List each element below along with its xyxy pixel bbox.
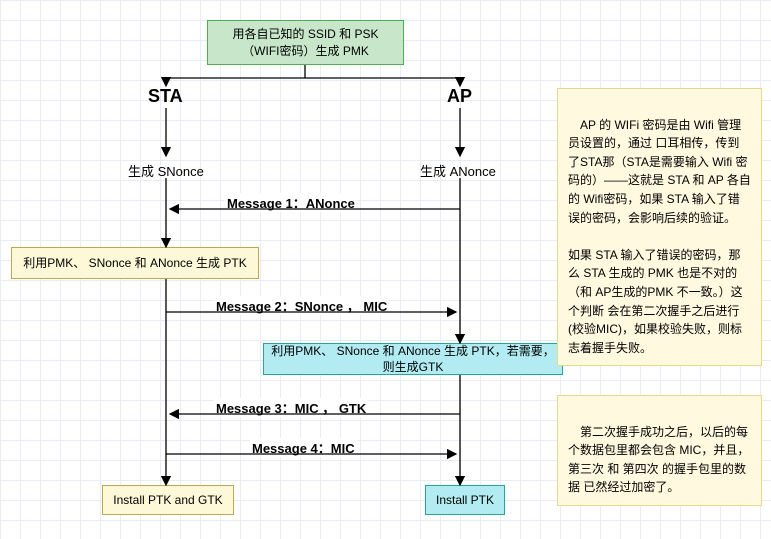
sta-install-box: Install PTK and GTK: [102, 485, 234, 515]
ap-install-box: Install PTK: [425, 485, 505, 515]
msg3-label: Message 3：MIC ， GTK: [214, 398, 368, 417]
top-pmk-box: 用各自已知的 SSID 和 PSK （WIFI密码）生成 PMK: [207, 20, 404, 65]
msg1-label: Message 1：ANonce: [225, 193, 357, 212]
msg4-label: Message 4：MIC: [250, 438, 357, 457]
ap-label: AP: [447, 86, 472, 107]
top-pmk-text: 用各自已知的 SSID 和 PSK （WIFI密码）生成 PMK: [232, 26, 378, 58]
msg2-label: Message 2：SNonce ， MIC: [214, 296, 389, 315]
ap-install-text: Install PTK: [436, 492, 494, 508]
sta-ptk-text: 利用PMK、 SNonce 和 ANonce 生成 PTK: [23, 255, 246, 271]
sta-install-text: Install PTK and GTK: [113, 492, 222, 508]
ap-ptk-box: 利用PMK、 SNonce 和 ANonce 生成 PTK，若需要，则生成GTK: [263, 343, 563, 375]
note-1: AP 的 WIFi 密码是由 Wifi 管理员设置的，通过 口耳相传，传到了ST…: [557, 88, 762, 366]
sta-label: STA: [148, 86, 183, 107]
note-2-text: 第二次握手成功之后，以后的每个数据包里都会包含 MIC，并且，第三次 和 第四次…: [568, 425, 749, 495]
anonce-text: 生成 ANonce: [420, 161, 496, 180]
sta-ptk-box: 利用PMK、 SNonce 和 ANonce 生成 PTK: [11, 247, 259, 279]
ap-ptk-text: 利用PMK、 SNonce 和 ANonce 生成 PTK，若需要，则生成GTK: [270, 343, 556, 375]
snonce-text: 生成 SNonce: [128, 161, 204, 180]
note-1-text: AP 的 WIFi 密码是由 Wifi 管理员设置的，通过 口耳相传，传到了ST…: [568, 118, 751, 355]
note-2: 第二次握手成功之后，以后的每个数据包里都会包含 MIC，并且，第三次 和 第四次…: [557, 395, 762, 506]
